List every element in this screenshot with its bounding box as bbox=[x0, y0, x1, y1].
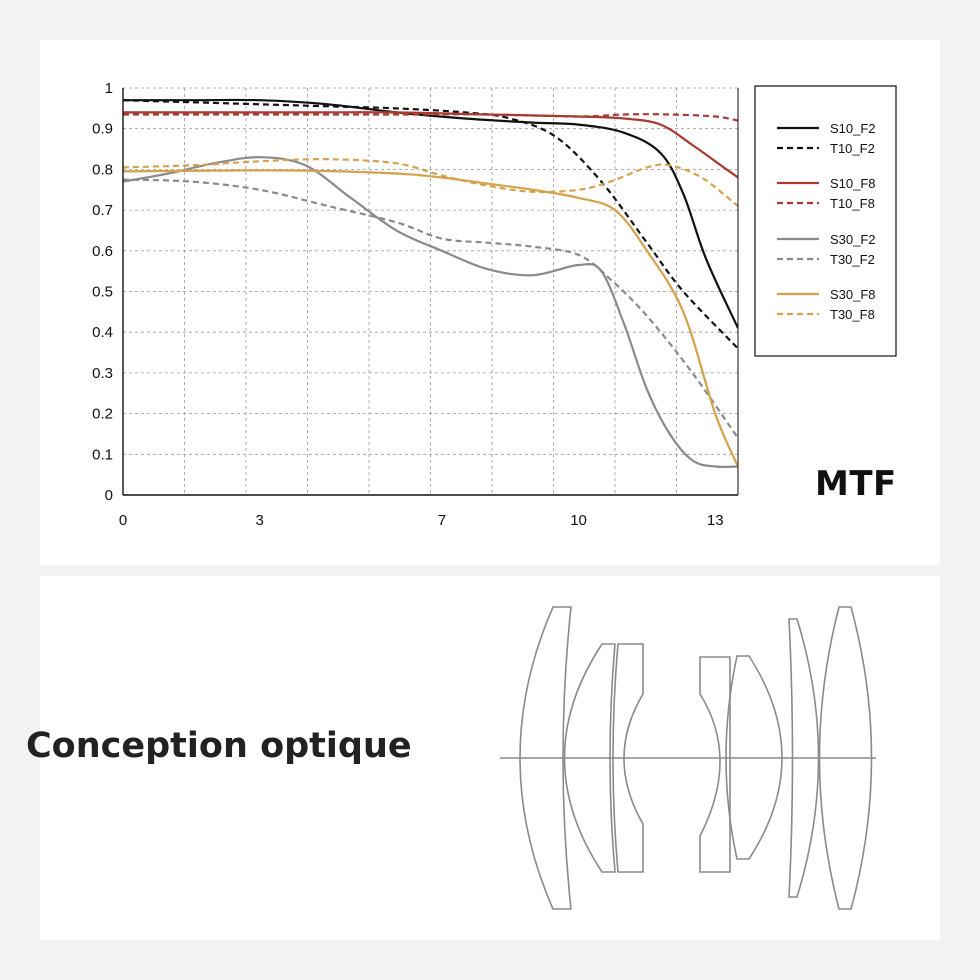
x-tick-label: 3 bbox=[255, 512, 263, 529]
y-tick-label: 0.9 bbox=[92, 121, 113, 138]
legend-label: S30_F8 bbox=[830, 287, 876, 302]
y-tick-label: 0 bbox=[105, 487, 113, 504]
lens-element-1 bbox=[519, 606, 572, 910]
y-tick-label: 0.3 bbox=[92, 365, 113, 382]
y-tick-label: 1 bbox=[105, 80, 113, 97]
lens-element-3 bbox=[612, 643, 644, 873]
y-tick-label: 0.5 bbox=[92, 284, 113, 301]
series-line-t30-f8 bbox=[123, 158, 738, 207]
y-tick-label: 0.1 bbox=[92, 446, 113, 463]
chart-axes bbox=[122, 88, 739, 496]
lens-element-2 bbox=[563, 643, 616, 873]
optical-design-panel: Conception optique bbox=[26, 576, 940, 940]
series-line-t30-f2 bbox=[123, 178, 738, 439]
legend-label: S30_F2 bbox=[830, 232, 876, 247]
mtf-panel: 0 0.1 0.2 0.3 0.4 0.5 0.6 0.7 0.8 0.9 1 0 3 7 10 13 S10… bbox=[40, 40, 940, 565]
series-line-t10-f8 bbox=[123, 113, 738, 122]
y-tick-label: 0.2 bbox=[92, 406, 113, 423]
legend-label: T10_F2 bbox=[830, 141, 875, 156]
mtf-chart: 00.10.20.30.40.50.60.70.80.910 3 7 10 13 S10… bbox=[92, 80, 897, 529]
x-tick-label: 13 bbox=[707, 512, 724, 529]
legend-label: T30_F2 bbox=[830, 252, 875, 267]
lens-diagram bbox=[500, 606, 876, 910]
lens-element-7 bbox=[818, 606, 873, 910]
legend-label: T30_F8 bbox=[830, 307, 875, 322]
x-tick-label: 7 bbox=[438, 512, 446, 529]
chart-series bbox=[123, 98, 738, 469]
x-tick-label: 0 bbox=[119, 512, 127, 529]
legend-label: T10_F8 bbox=[830, 196, 875, 211]
y-tick-label: 0.4 bbox=[92, 324, 113, 341]
y-tick-label: 0.7 bbox=[92, 202, 113, 219]
y-tick-label: 0.8 bbox=[92, 161, 113, 178]
chart-grid bbox=[123, 87, 738, 495]
optical-design-title: Conception optique bbox=[26, 726, 412, 766]
legend-label: S10_F8 bbox=[830, 176, 876, 191]
series-line-s30-f8 bbox=[123, 169, 738, 467]
legend-label: S10_F2 bbox=[830, 121, 876, 136]
legend-box bbox=[754, 85, 897, 357]
x-tick-label: 10 bbox=[570, 512, 587, 529]
chart-legend: S10_F2 T10_F2 S10_F8 T10_F8 S30_F2 T30_F2 S30_… bbox=[754, 85, 897, 357]
y-tick-label: 0.6 bbox=[92, 243, 113, 260]
series-line-s30-f2 bbox=[123, 156, 738, 469]
lens-element-5 bbox=[725, 655, 783, 860]
lens-element-4 bbox=[699, 656, 731, 873]
chart-tick-labels: 00.10.20.30.40.50.60.70.80.910 3 7 10 13 bbox=[92, 80, 723, 529]
lens-element-6 bbox=[788, 618, 820, 898]
mtf-title: MTF bbox=[815, 464, 897, 504]
